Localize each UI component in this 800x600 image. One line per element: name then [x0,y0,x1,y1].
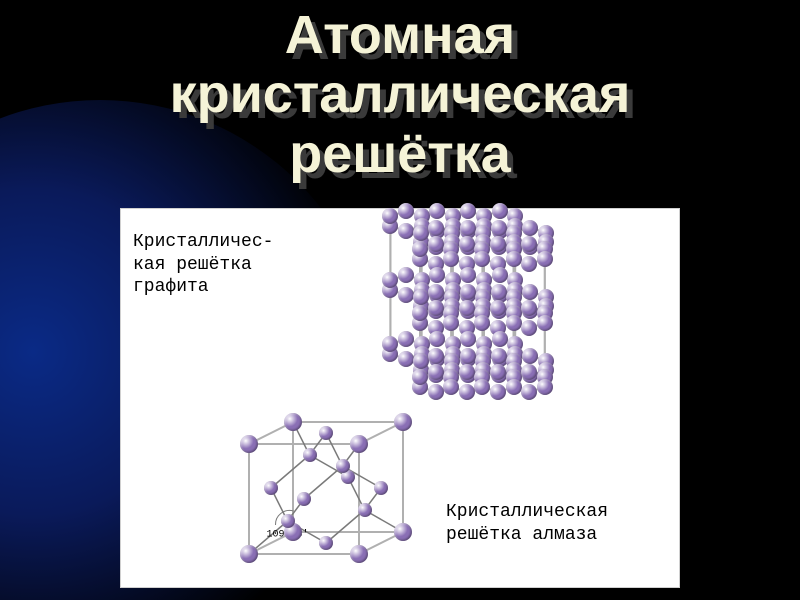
atom [281,514,295,528]
atom [428,364,444,380]
atom [460,267,476,283]
atom [374,481,388,495]
atom [521,364,537,380]
atom [428,220,444,236]
atom [429,331,445,347]
atom [521,256,537,272]
atom [537,251,553,267]
crystal-figure: Кристалличес- кая решётка графита Криста… [120,208,680,588]
atom [264,481,278,495]
atom [394,523,412,541]
atom [492,331,508,347]
atom [506,315,522,331]
atom [398,287,414,303]
atom [474,251,490,267]
atom [521,300,537,316]
atom [413,225,429,241]
atom [336,459,350,473]
atom [460,284,476,300]
atom [429,203,445,219]
atom [506,379,522,395]
atom [522,348,538,364]
atom [537,315,553,331]
atom [443,251,459,267]
atom [382,208,398,224]
atom [522,220,538,236]
atom [490,364,506,380]
atom [428,284,444,300]
atom [428,384,444,400]
atom [398,203,414,219]
atom [490,236,506,252]
atom [428,300,444,316]
atom [459,236,475,252]
atom [428,236,444,252]
atom [521,384,537,400]
atom [459,384,475,400]
atom [382,272,398,288]
atom [474,315,490,331]
atom [412,241,428,257]
atom [303,448,317,462]
atom [474,379,490,395]
atom [319,426,333,440]
atom [413,289,429,305]
atom [428,348,444,364]
atom [382,336,398,352]
atom [492,267,508,283]
atom [398,223,414,239]
atom [521,320,537,336]
slide-title-text: Атомная кристаллическая решётка [0,6,800,184]
atom [443,379,459,395]
atom [460,203,476,219]
atom [491,348,507,364]
atom [358,503,372,517]
atom [350,545,368,563]
atom [240,435,258,453]
atom [491,284,507,300]
atom [506,251,522,267]
atom [413,353,429,369]
atom [521,236,537,252]
atom [522,284,538,300]
atom [459,300,475,316]
atom [297,492,311,506]
atom [443,315,459,331]
slide: Атомная кристаллическая решётка Атомная … [0,0,800,600]
atom [394,413,412,431]
atom [460,331,476,347]
atom [350,435,368,453]
atom [398,331,414,347]
atom [490,300,506,316]
atom [429,267,445,283]
atom [537,379,553,395]
atom [460,348,476,364]
atom [459,364,475,380]
atom [398,267,414,283]
atom [490,384,506,400]
atom [412,369,428,385]
atom [491,220,507,236]
atom [398,351,414,367]
atom [412,305,428,321]
atom [319,536,333,550]
atom [492,203,508,219]
atom [240,545,258,563]
atom [460,220,476,236]
atom [284,413,302,431]
